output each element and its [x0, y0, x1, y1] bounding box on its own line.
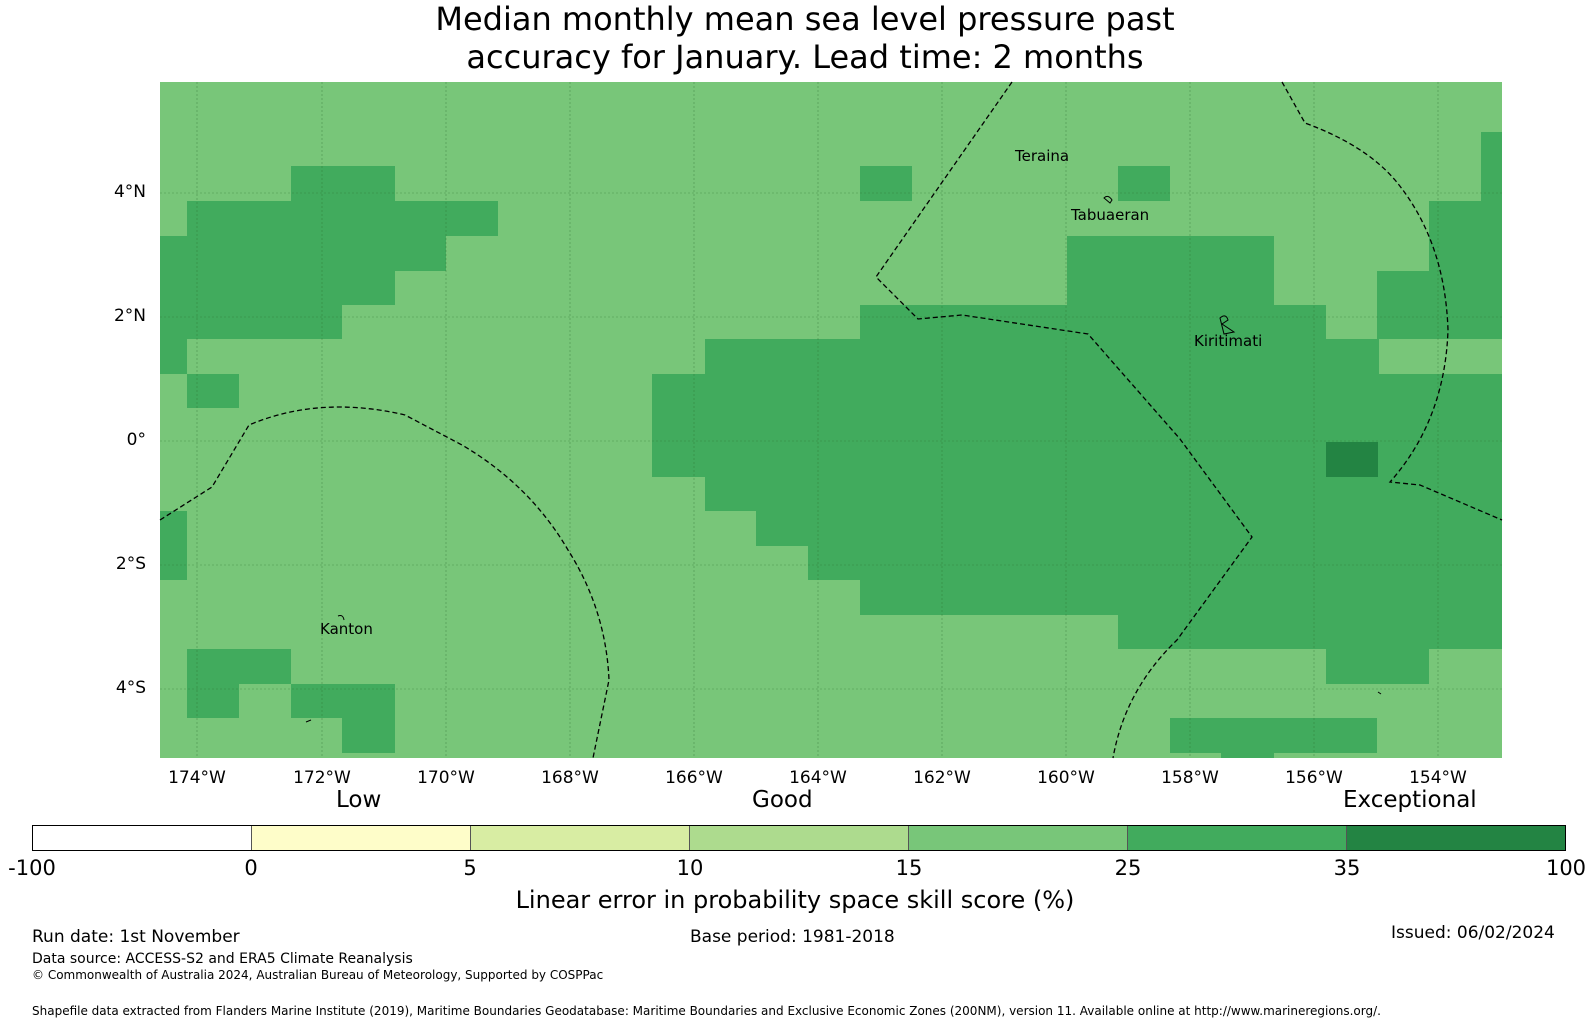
place-kanton: Kanton — [320, 620, 373, 638]
x-label-172w: 172°W — [293, 768, 351, 788]
colorbar-tick: 15 — [895, 856, 923, 880]
chart-title: Median monthly mean sea level pressure p… — [330, 0, 1280, 76]
y-label-4n: 4°N — [113, 182, 146, 202]
x-label-166w: 166°W — [665, 768, 723, 788]
issued-date: Issued: 06/02/2024 — [1391, 923, 1555, 943]
place-tabuaeran: Tabuaeran — [1071, 206, 1150, 224]
place-teraina: Teraina — [1015, 147, 1070, 165]
y-label-2s: 2°S — [115, 554, 146, 574]
colorbar-segment-6 — [1128, 826, 1347, 850]
y-label-4s: 4°S — [115, 678, 146, 698]
colorbar-segment-4 — [690, 826, 909, 850]
category-low: Low — [336, 787, 382, 813]
tabuaeran-island — [1103, 195, 1113, 204]
category-good: Good — [752, 787, 813, 813]
colorbar-tick: 0 — [244, 856, 258, 880]
run-date: Run date: 1st November — [32, 927, 240, 947]
eez-boundaries — [159, 81, 1503, 759]
x-label-156w: 156°W — [1285, 768, 1343, 788]
colorbar-label: Linear error in probability space skill … — [515, 886, 1075, 914]
colorbar-tick: 10 — [676, 856, 704, 880]
colorbar-segment-5 — [909, 826, 1128, 850]
x-label-168w: 168°W — [541, 768, 599, 788]
y-label-2n: 2°N — [113, 306, 146, 326]
skill-25-35-region — [160, 132, 1502, 758]
x-label-164w: 164°W — [789, 768, 847, 788]
island-outlines — [305, 195, 1382, 723]
kiritimati-island — [1219, 315, 1236, 335]
shapefile-credit: Shapefile data extracted from Flanders M… — [32, 1004, 1381, 1018]
category-exceptional: Exceptional — [1343, 787, 1477, 813]
x-label-174w: 174°W — [168, 768, 226, 788]
colorbar-tick: -100 — [8, 856, 56, 880]
title-line-1: Median monthly mean sea level pressure p… — [435, 0, 1175, 38]
title-line-2: accuracy for January. Lead time: 2 month… — [466, 38, 1144, 76]
colorbar-tick: 100 — [1545, 856, 1587, 880]
x-label-162w: 162°W — [913, 768, 971, 788]
colorbar-segment-7 — [1347, 826, 1565, 850]
colorbar-segment-3 — [471, 826, 690, 850]
colorbar-tick: 25 — [1114, 856, 1142, 880]
x-label-154w: 154°W — [1409, 768, 1467, 788]
base-period: Base period: 1981-2018 — [690, 927, 895, 947]
x-label-160w: 160°W — [1037, 768, 1095, 788]
colorbar-tick: 35 — [1333, 856, 1361, 880]
skill-35-100-region — [1326, 442, 1378, 477]
x-label-158w: 158°W — [1161, 768, 1219, 788]
colorbar-segment-2 — [252, 826, 471, 850]
y-label-0: 0° — [126, 430, 146, 450]
colorbar-tick: 5 — [463, 856, 477, 880]
gridlines — [160, 82, 1502, 758]
x-label-170w: 170°W — [417, 768, 475, 788]
colorbar-segment-1 — [33, 826, 252, 850]
data-source: Data source: ACCESS-S2 and ERA5 Climate … — [32, 951, 413, 967]
kanton-island — [337, 615, 345, 621]
copyright: © Commonwealth of Australia 2024, Austra… — [32, 968, 604, 982]
colorbar — [32, 825, 1566, 851]
place-kiritimati: Kiritimati — [1194, 332, 1263, 350]
